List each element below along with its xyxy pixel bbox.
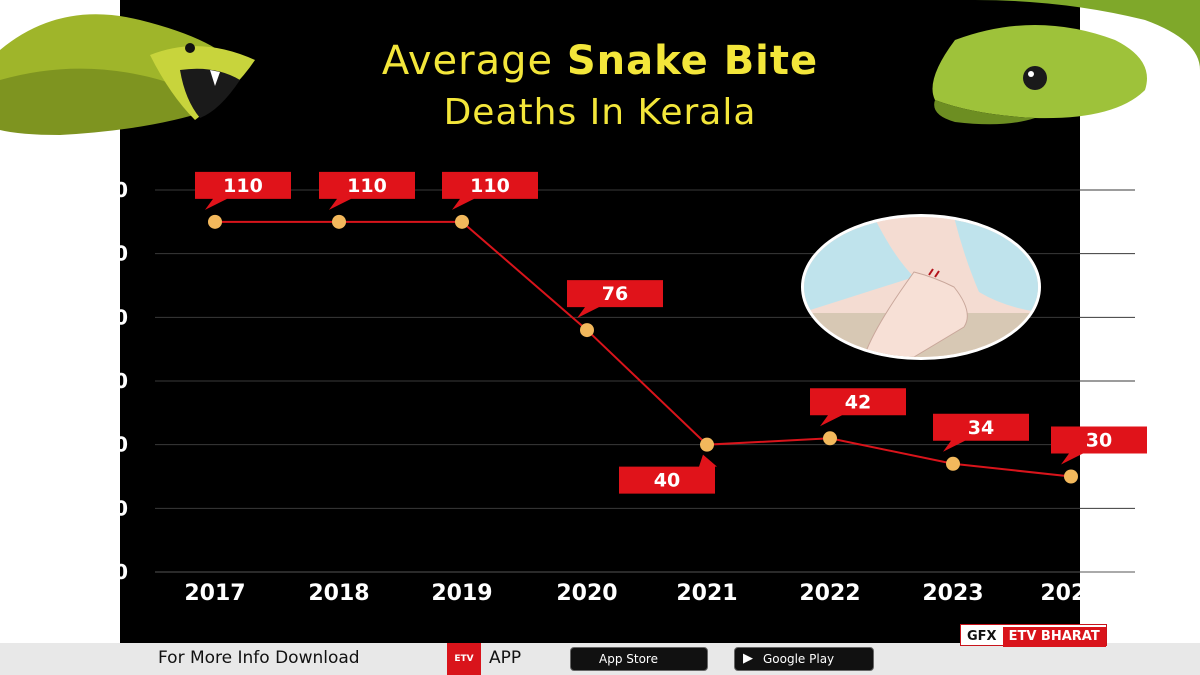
series-line [215, 220, 1072, 478]
data-label-box [195, 171, 291, 210]
snake-bite-wound-illustration [801, 214, 1041, 360]
data-label-box [933, 413, 1029, 452]
data-label-box [619, 454, 717, 494]
data-label-box [319, 171, 415, 210]
chart-title-line-2: Deaths In Kerala [443, 92, 757, 133]
x-tick-label: 2024 [1040, 581, 1101, 606]
play-icon: ▶ [743, 651, 753, 666]
title-regular: Average [381, 38, 567, 84]
x-tick-label: 2020 [556, 581, 617, 606]
data-label-box [567, 280, 663, 319]
data-label-box [810, 388, 906, 427]
data-label-box [1051, 426, 1147, 465]
line-chart: 0 20 40 60 80 100 120 2017 2018 2019 2020 2021 2022 2… [86, 171, 1147, 606]
x-tick-label: 2023 [922, 581, 983, 606]
footer-info-text: For More Info Download [158, 648, 360, 668]
y-tick-label: 100 [86, 242, 128, 266]
data-label: 110 [223, 175, 263, 197]
y-tick-label: 80 [100, 305, 128, 329]
x-tick-label: 2021 [676, 581, 737, 606]
x-tick-label: 2017 [184, 581, 245, 606]
data-point [700, 437, 714, 452]
y-tick-label: 60 [100, 369, 128, 393]
data-point [455, 214, 469, 229]
title-bold: Snake Bite [566, 38, 819, 84]
data-label: 40 [654, 470, 680, 492]
data-label-box [442, 171, 538, 210]
x-tick-label: 2019 [431, 581, 492, 606]
app-store-label: App Store [599, 652, 658, 666]
data-label: 110 [470, 175, 510, 197]
google-play-button[interactable]: ▶ Google Play [734, 647, 874, 671]
footer-app-text: APP [489, 648, 522, 668]
google-play-label: Google Play [763, 652, 835, 666]
gfx-credit-badge: GFX ETV BHARAT [960, 624, 1107, 647]
y-tick-label: 0 [114, 560, 128, 584]
data-label: 34 [968, 417, 994, 439]
data-label: 110 [347, 175, 387, 197]
etv-bharat-logo[interactable]: ETV Bharat [447, 643, 481, 675]
green-mamba-illustration [932, 0, 1200, 125]
data-point [1064, 469, 1078, 484]
gfx-label: GFX [967, 629, 997, 644]
data-label: 42 [845, 391, 871, 413]
app-store-button[interactable]: App Store [570, 647, 708, 671]
y-tick-label: 120 [86, 178, 128, 202]
x-tick-label: 2018 [308, 581, 369, 606]
data-point [946, 456, 960, 471]
data-point [580, 323, 594, 338]
data-label: 76 [602, 283, 628, 305]
y-tick-label: 20 [100, 496, 128, 520]
viper-snake-illustration [0, 14, 255, 135]
brand-label: ETV BHARAT [1002, 627, 1106, 647]
data-point [823, 431, 837, 446]
y-tick-label: 40 [100, 433, 128, 457]
data-point [332, 214, 346, 229]
chart-title-line-1: Average Snake Bite [0, 38, 1200, 84]
data-point [208, 214, 222, 229]
data-label: 30 [1086, 430, 1112, 452]
x-tick-label: 2022 [799, 581, 860, 606]
